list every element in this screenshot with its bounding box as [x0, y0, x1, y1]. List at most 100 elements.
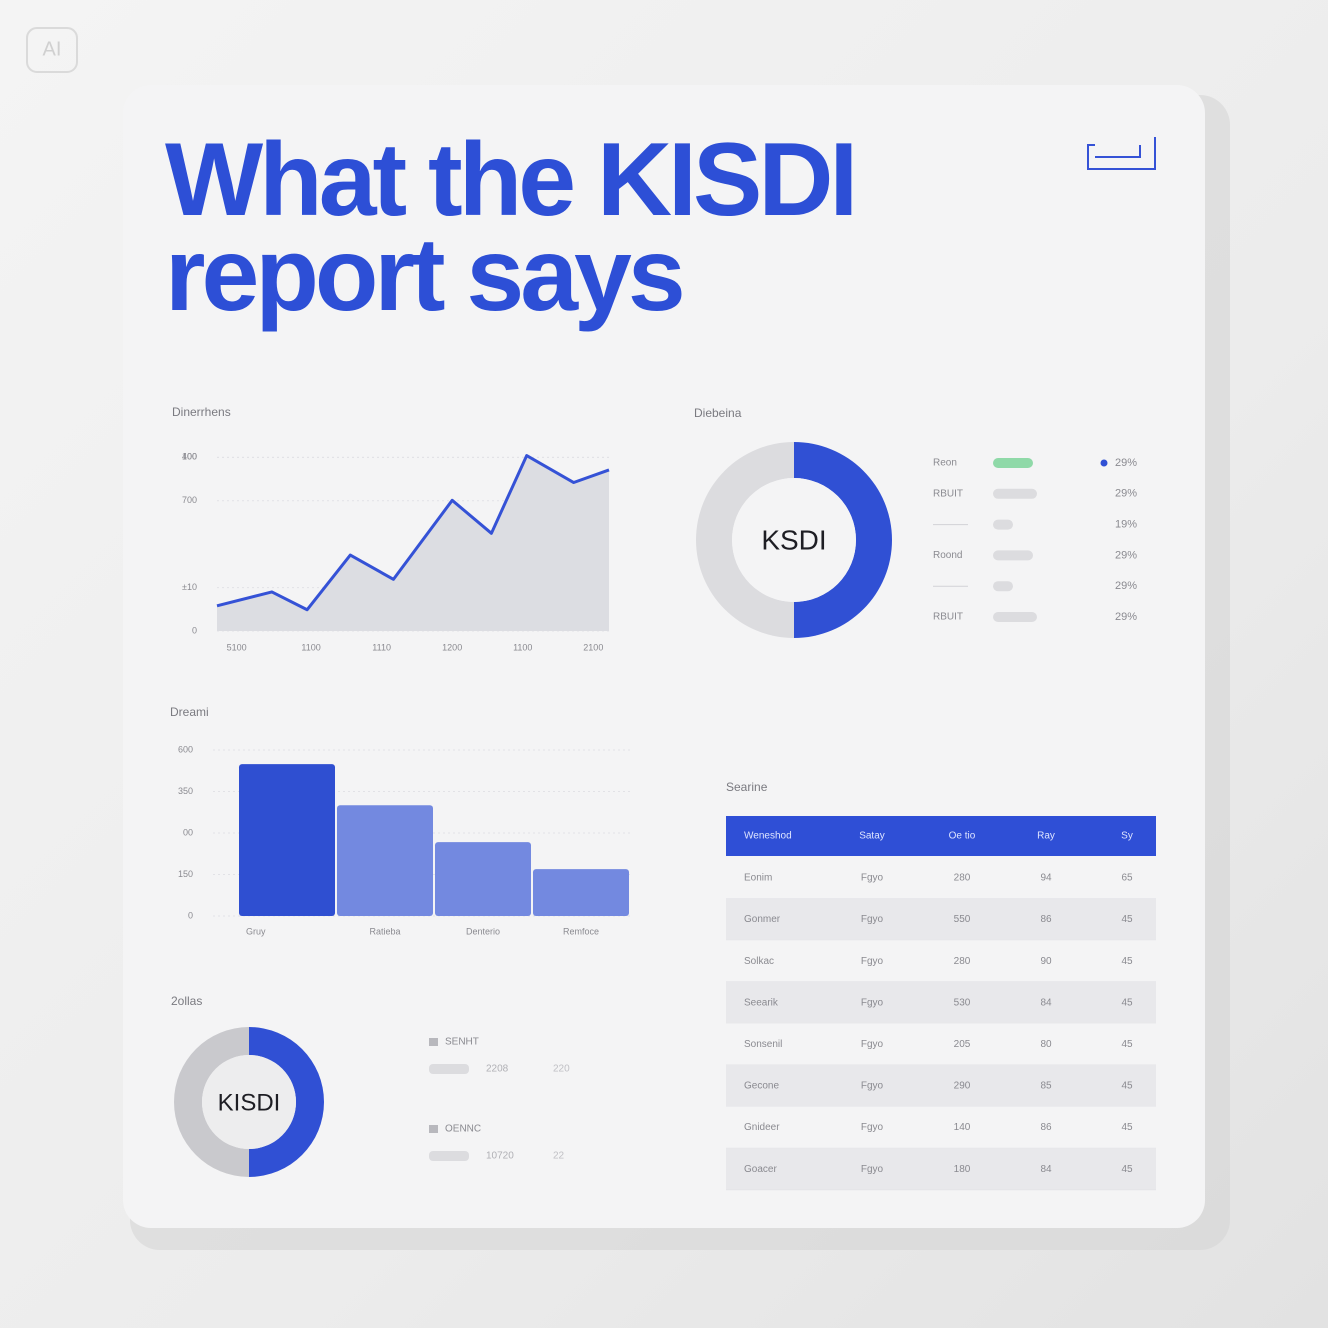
x-tick-label: Ratieba [369, 926, 400, 936]
table-cell: 180 [954, 1164, 971, 1175]
chart-title: Dinerrhens [172, 405, 231, 419]
table-cell: 45 [1121, 1039, 1133, 1050]
stat-extra: 220 [553, 1064, 570, 1075]
table-cell: Fgyo [861, 997, 884, 1008]
table-row [726, 981, 1156, 1024]
legend-value: 29% [1115, 549, 1137, 561]
legend-name: RBUIT [933, 612, 963, 623]
table-cell: Fgyo [861, 873, 884, 884]
legend-value: 29% [1115, 457, 1137, 469]
table-cell: 45 [1121, 1164, 1133, 1175]
donut-label: KSDI [761, 524, 826, 555]
legend-bar [993, 519, 1013, 530]
stat-extra: 22 [553, 1151, 565, 1162]
table-cell: 45 [1121, 956, 1133, 967]
legend-bar [993, 581, 1013, 592]
table-cell: Sonsenil [744, 1039, 782, 1050]
title-line: report says [165, 217, 682, 333]
table-cell: 140 [954, 1122, 971, 1133]
table-cell: Gonmer [744, 914, 781, 925]
table-cell: Fgyo [861, 1122, 884, 1133]
legend-bar [993, 550, 1033, 561]
stat-name: SENHT [445, 1037, 479, 1048]
y-tick-label: 100 [182, 452, 197, 462]
y-tick-label: 600 [178, 744, 193, 754]
legend-value: 29% [1115, 488, 1137, 500]
table-cell: 280 [954, 873, 971, 884]
table-cell: 86 [1040, 1122, 1052, 1133]
badge-box [26, 27, 78, 73]
table-row [726, 1148, 1156, 1190]
table-row [726, 1065, 1156, 1107]
table-row [726, 857, 1156, 899]
table-cell: Fgyo [861, 1164, 884, 1175]
table-cell: 45 [1121, 1122, 1133, 1133]
legend-value: 29% [1115, 580, 1137, 592]
x-tick-label: 1200 [442, 642, 462, 652]
table-cell: Fgyo [861, 956, 884, 967]
table-cell: Eonim [744, 873, 772, 884]
stat-value: 10720 [486, 1151, 514, 1162]
stat-swatch [429, 1125, 438, 1133]
legend-bar [993, 458, 1033, 468]
area [217, 455, 609, 631]
legend-dot [1100, 459, 1108, 467]
stat-bar [429, 1064, 469, 1074]
chart-title: Dreami [170, 705, 209, 719]
table-cell: 530 [954, 997, 971, 1008]
y-tick-label: 0 [188, 910, 193, 920]
stat-swatch [429, 1038, 438, 1046]
table-cell: Fgyo [861, 914, 884, 925]
x-tick-label: 1100 [301, 642, 320, 652]
table-row [726, 1106, 1156, 1149]
legend-name: RBUIT [933, 488, 963, 499]
bar [239, 764, 335, 916]
table-header-cell: Ray [1037, 831, 1055, 842]
table-cell: 205 [954, 1039, 971, 1050]
y-tick-label: 0 [192, 625, 197, 635]
table-cell: 85 [1040, 1081, 1052, 1092]
x-tick-label: Gruy [246, 926, 266, 936]
donut-label: KISDI [218, 1089, 281, 1116]
table-cell: 65 [1121, 873, 1133, 884]
donut-segment [696, 442, 794, 638]
table-header-cell: Satay [859, 831, 885, 842]
legend-bar [993, 612, 1037, 622]
table-header-cell: Oe tio [949, 831, 976, 842]
table-cell: 45 [1121, 1081, 1133, 1092]
table-cell: 280 [954, 956, 971, 967]
line [216, 454, 610, 612]
donut-hole [732, 478, 856, 602]
table-cell: Fgyo [861, 1039, 884, 1050]
y-tick-label: 400 [182, 452, 197, 462]
donut-segment [794, 442, 892, 638]
stat-value: 2208 [486, 1064, 509, 1075]
donut-hole [202, 1055, 296, 1149]
donut-segment [174, 1027, 249, 1177]
donut-segment [249, 1027, 324, 1177]
table-cell: Solkac [744, 956, 774, 967]
title-line: What the KISDI [165, 122, 854, 238]
legend-value: 19% [1115, 519, 1137, 531]
table-header [726, 816, 1156, 856]
legend-value: 29% [1115, 611, 1137, 623]
table-cell: 290 [954, 1081, 971, 1092]
table-row [726, 1023, 1156, 1065]
table-title: Searine [726, 780, 768, 794]
table-cell: Gecone [744, 1081, 779, 1092]
icon [1087, 137, 1156, 170]
legend-bar [993, 488, 1037, 499]
y-tick-label: 00 [183, 827, 193, 837]
table-header-cell: Weneshod [744, 831, 792, 842]
x-tick-label: 1110 [372, 642, 391, 652]
x-tick-label: 5100 [227, 642, 247, 652]
y-tick-label: 350 [178, 786, 193, 796]
table-cell: Goacer [744, 1164, 777, 1175]
table-cell: Fgyo [861, 1081, 884, 1092]
x-tick-label: 1100 [513, 642, 532, 652]
y-tick-label: 150 [178, 869, 193, 879]
chart-title: Diebeina [694, 406, 742, 420]
stat-name: OENNC [445, 1124, 481, 1135]
table-cell: 86 [1040, 914, 1052, 925]
